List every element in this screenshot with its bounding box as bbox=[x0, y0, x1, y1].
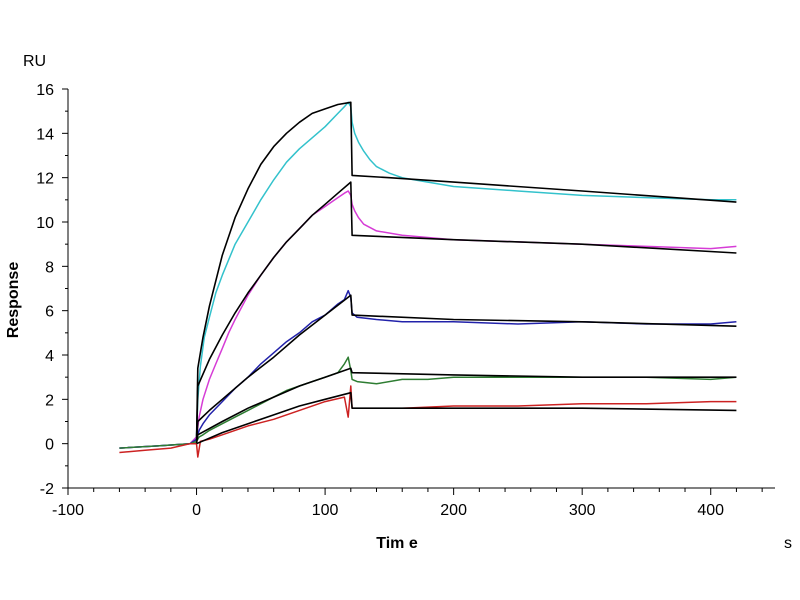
y-tick-label: 0 bbox=[45, 437, 54, 454]
x-tick-label: 300 bbox=[569, 502, 596, 519]
y-tick-label: 8 bbox=[45, 259, 54, 276]
y-tick-label: 16 bbox=[36, 82, 54, 99]
fit-curve-10 bbox=[196, 391, 737, 445]
y-tick-label: 10 bbox=[36, 215, 54, 232]
y-axis-title: Response bbox=[5, 262, 22, 339]
y-tick-label: 14 bbox=[36, 126, 54, 143]
series-layer bbox=[119, 101, 737, 458]
x-tick-label: 200 bbox=[440, 502, 467, 519]
fit-curve-4 bbox=[195, 181, 737, 444]
x-axis-ticks: -100 0 100 200 300 400 bbox=[52, 488, 763, 519]
y-tick-label: 12 bbox=[36, 171, 54, 188]
y-axis-unit: RU bbox=[23, 53, 46, 70]
y-tick-label: -2 bbox=[40, 481, 54, 498]
response-curve-3 bbox=[119, 190, 737, 449]
response-curve-5 bbox=[119, 289, 737, 449]
fit-curve-8 bbox=[195, 367, 737, 444]
y-tick-label: 2 bbox=[45, 392, 54, 409]
y-tick-label: 4 bbox=[45, 348, 54, 365]
x-tick-label: 0 bbox=[192, 502, 201, 519]
fit-curve-2 bbox=[195, 101, 737, 444]
fit-curve-6 bbox=[195, 294, 737, 444]
x-axis-title: Tim e bbox=[376, 535, 418, 552]
x-tick-label: -100 bbox=[52, 502, 84, 519]
y-tick-label: 6 bbox=[45, 304, 54, 321]
y-axis-ticks: -2 0 2 4 6 8 10 12 14 16 bbox=[36, 82, 68, 498]
x-tick-label: 100 bbox=[312, 502, 339, 519]
response-curve-7 bbox=[119, 356, 737, 449]
response-curve-1 bbox=[119, 101, 737, 449]
response-curve-9 bbox=[119, 385, 737, 458]
x-tick-label: 400 bbox=[697, 502, 724, 519]
x-axis-unit: s bbox=[784, 535, 792, 552]
